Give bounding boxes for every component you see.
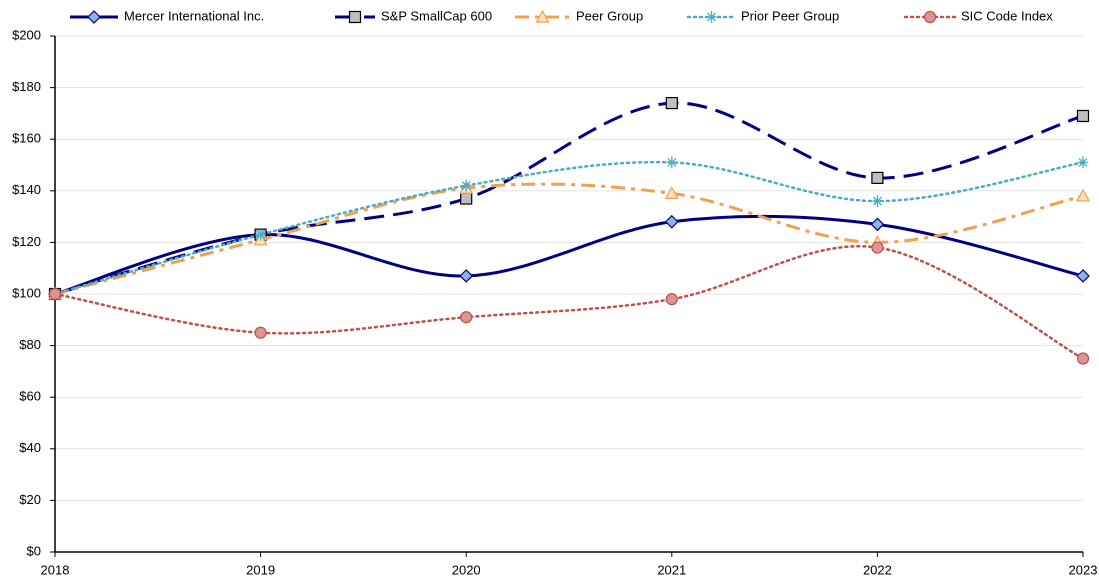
marker [254,326,267,339]
series-line [53,245,1085,360]
y-tick-label: $120 [12,234,41,249]
marker [664,186,679,199]
marker [535,9,550,23]
marker [1075,188,1091,202]
legend-label: SIC Code Index [961,8,1053,23]
marker [871,241,884,254]
marker [255,228,266,241]
marker [706,11,717,23]
series-line [53,160,1085,296]
y-tick-label: $20 [19,492,41,507]
x-tick-label: 2018 [41,562,70,577]
x-tick-label: 2021 [657,562,686,577]
marker [872,195,883,208]
y-tick-label: $160 [12,131,41,146]
series-line [54,214,1084,296]
y-tick-label: $40 [19,440,41,455]
y-tick-label: $80 [19,337,41,352]
marker [666,156,677,169]
legend-label: Mercer International Inc. [124,8,264,23]
marker [871,171,884,184]
marker [460,311,473,324]
legend-label: Prior Peer Group [741,8,839,23]
marker [460,192,473,205]
y-tick-label: $100 [12,285,41,300]
marker [1078,156,1088,169]
marker [923,10,937,24]
marker [48,287,62,301]
x-tick-label: 2020 [452,562,481,577]
marker [1076,352,1090,365]
marker [664,214,679,229]
y-tick-label: $0 [27,543,41,558]
x-tick-label: 2023 [1069,562,1098,577]
legend-label: S&P SmallCap 600 [381,8,492,23]
marker [459,269,474,283]
x-tick-label: 2022 [863,562,892,577]
x-tick-label: 2019 [246,562,275,577]
marker [665,96,678,110]
marker [1076,269,1090,283]
marker [348,10,362,24]
series-line [54,101,1084,296]
legend-label: Peer Group [576,8,643,23]
marker [665,293,678,306]
series-line [54,182,1084,296]
marker [1076,109,1090,123]
marker [87,10,101,24]
marker [461,179,472,192]
y-tick-label: $60 [19,389,41,404]
marker [870,217,885,232]
y-tick-label: $180 [12,79,41,94]
y-tick-label: $200 [12,27,41,42]
y-tick-label: $140 [12,182,41,197]
